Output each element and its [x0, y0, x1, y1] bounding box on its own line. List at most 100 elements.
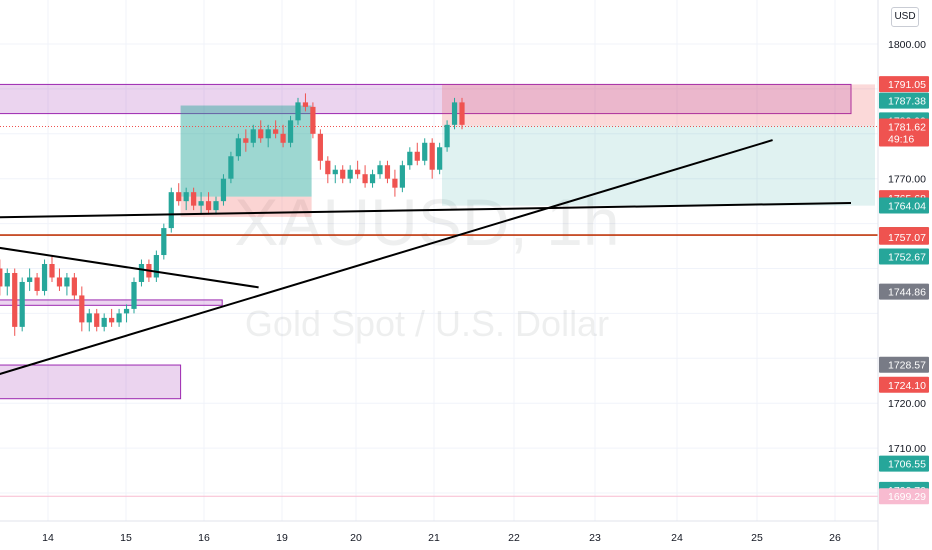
x-tick-label: 15 [120, 532, 132, 544]
price-tag-label: 1752.67 [888, 252, 926, 264]
grid-layer [0, 0, 878, 521]
price-tag: 1787.38 [879, 92, 929, 109]
candle-body [131, 281, 137, 309]
candle-body [414, 151, 420, 161]
candle-body [287, 120, 294, 143]
candle-body [220, 178, 227, 202]
candle-body [71, 277, 77, 296]
price-tag: 1706.55 [879, 455, 929, 472]
price-tag: 1791.05 [879, 76, 929, 93]
candle-body [191, 192, 197, 206]
price-tag-label: 1791.05 [888, 79, 926, 91]
price-tag-label: 1764.04 [888, 200, 926, 212]
price-tag-background [879, 283, 929, 300]
price-tag-background [879, 197, 929, 214]
candle-body [198, 201, 204, 206]
zone-sl [442, 84, 875, 126]
candle-body [355, 169, 361, 175]
x-tick-label: 22 [508, 532, 520, 544]
candle-body [153, 255, 159, 278]
candle-body [4, 272, 10, 287]
price-tag-label: 1787.38 [888, 96, 926, 108]
x-tick-label: 24 [671, 532, 683, 544]
candle-body [64, 277, 70, 287]
candle-body [228, 156, 234, 179]
candle-body [258, 129, 264, 139]
price-tag-background [879, 76, 929, 93]
candle-body [56, 277, 63, 287]
candle-body [280, 133, 286, 143]
price-tag-label: 1744.86 [888, 287, 926, 299]
candle-body [369, 174, 376, 184]
candle-body [41, 264, 48, 291]
price-tag-background [879, 118, 929, 147]
candle-body [310, 106, 316, 134]
candle-body [384, 165, 391, 179]
price-tag-background [879, 455, 929, 472]
candle-body [0, 268, 3, 287]
price-tag: 1764.04 [879, 197, 929, 214]
candle-body [295, 102, 301, 121]
candle-body [27, 277, 33, 282]
price-tag-background [879, 488, 929, 505]
trendline [0, 246, 259, 289]
candle-body [49, 264, 55, 278]
candle-body [250, 129, 256, 143]
price-tag-background [879, 92, 929, 109]
price-tag: 1699.29 [879, 488, 929, 505]
horizontal-lines-layer [0, 126, 878, 497]
trendline [0, 139, 773, 375]
x-tick-label: 21 [428, 532, 440, 544]
price-tag-label: 1699.29 [888, 491, 926, 503]
price-tag: 1757.07 [879, 228, 929, 245]
y-tick-label: 1710.00 [888, 443, 926, 455]
candle-body [347, 169, 353, 179]
candle-body [86, 313, 92, 323]
trendlines-layer [0, 139, 852, 375]
price-tag-background [879, 356, 929, 373]
watermark-description: Gold Spot / U.S. Dollar [245, 303, 609, 344]
price-tag: 1728.57 [879, 356, 929, 373]
watermark-symbol: XAUUSD, 1h [234, 185, 619, 259]
candle-body [429, 142, 435, 170]
watermark: XAUUSD, 1h Gold Spot / U.S. Dollar [234, 185, 619, 344]
price-tag-background [879, 376, 929, 393]
y-tick-label: 1800.00 [888, 39, 926, 51]
trendline [0, 201, 852, 219]
candle-body [444, 124, 450, 148]
x-tick-label: 19 [276, 532, 288, 544]
candle-body [79, 295, 85, 323]
candle-body [325, 160, 331, 175]
countdown-label: 49:16 [888, 134, 914, 146]
y-tick-label: 1720.00 [888, 398, 926, 410]
candle-body [302, 102, 309, 107]
candle-body [168, 192, 174, 229]
candle-body [116, 313, 122, 323]
candle-body [34, 277, 40, 291]
zone-purple [0, 299, 223, 306]
candle-body [101, 317, 107, 327]
x-tick-label: 25 [751, 532, 763, 544]
price-tag-label: 1724.10 [888, 380, 926, 392]
price-tags-layer: 1791.051787.381782.991781.6249:161765.68… [879, 76, 929, 505]
x-tick-label: 26 [829, 532, 841, 544]
candle-body [317, 133, 323, 161]
price-tag: 1744.86 [879, 283, 929, 300]
currency-button[interactable]: USD [891, 7, 919, 27]
candle-body [451, 102, 458, 125]
candle-body [205, 201, 212, 211]
candle-body [422, 142, 428, 161]
x-tick-label: 16 [198, 532, 210, 544]
zone-tp [442, 125, 875, 206]
price-tag-label: 1728.57 [888, 360, 926, 372]
candle-body [362, 174, 368, 184]
candle-body [19, 281, 25, 327]
candle-body [138, 264, 145, 282]
candle-body [235, 138, 241, 157]
candle-body [392, 178, 398, 188]
candle-body [123, 308, 130, 314]
y-tick-label: 1770.00 [888, 174, 926, 186]
candle-body [176, 192, 182, 202]
